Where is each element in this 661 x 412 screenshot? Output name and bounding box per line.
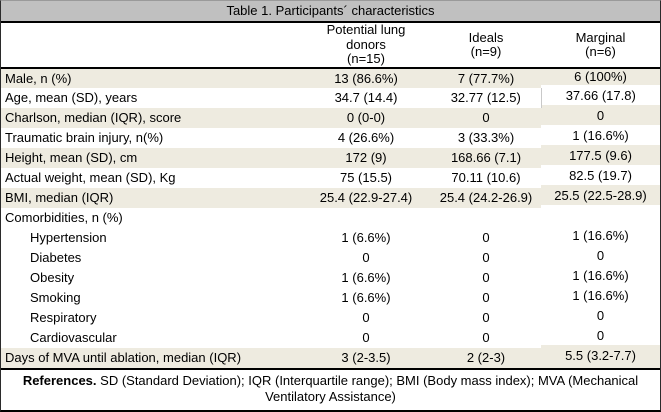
cell-value: 1 (16.6%) <box>572 228 629 243</box>
row-label: Respiratory <box>30 310 97 325</box>
cell-value: 82.5 (19.7) <box>541 168 660 188</box>
cell-value: 0 <box>482 250 490 265</box>
references-note: References. SD (Standard Deviation); IQR… <box>1 368 660 405</box>
cell-value: 6 (100%) <box>541 68 660 88</box>
row-label: Smoking <box>30 290 81 305</box>
cell-value: 0 <box>482 270 490 285</box>
table-row: Respiratory 0 0 0 <box>1 308 660 328</box>
cell-value: 0 (0-0) <box>346 110 386 125</box>
table-row: Traumatic brain injury, n(%) 4 (26.6%) 3… <box>1 128 660 148</box>
column-header-ideals: Ideals (n=9) <box>431 23 541 69</box>
cell-value: 32.77 (12.5) <box>450 90 521 105</box>
cell-value: 1 (16.6%) <box>541 128 660 148</box>
table-row: Actual weight, mean (SD), Kg 75 (15.5) 7… <box>1 168 660 188</box>
table-title: Table 1. Participants´ characteristics <box>1 1 660 23</box>
row-label: BMI, median (IQR) <box>5 190 114 205</box>
row-label: Height, mean (SD), cm <box>5 150 138 165</box>
header-row: Potential lung donors (n=15) Ideals (n=9… <box>1 23 660 69</box>
table-row: Height, mean (SD), cm 172 (9) 168.66 (7.… <box>1 148 660 168</box>
cell-value: 25.5 (22.5-28.9) <box>541 188 660 208</box>
column-header-marginal: Marginal (n=6) <box>541 23 660 69</box>
cell-value: 0 <box>541 108 660 128</box>
references-label: References. <box>22 373 97 388</box>
row-label: Comorbidities, n (%) <box>5 210 123 225</box>
table-row: Diabetes 0 0 0 <box>1 248 660 268</box>
cell-value <box>431 208 541 228</box>
table-row: Charlson, median (IQR), score 0 (0-0) 0 … <box>1 108 660 128</box>
cell-value <box>541 208 660 228</box>
cell-value: 0 <box>482 310 490 325</box>
row-label: Obesity <box>30 270 75 285</box>
table-row: Hypertension 1 (6.6%) 0 1 (16.6%) <box>1 228 660 248</box>
cell-value: 177.5 (9.6) <box>541 148 660 168</box>
cell-value: 0 <box>362 250 370 265</box>
row-label: Age, mean (SD), years <box>5 90 138 105</box>
row-label: Hypertension <box>30 230 107 245</box>
cell-value: 172 (9) <box>345 150 387 165</box>
column-header-potential-lung-donors: Potential lung donors (n=15) <box>301 23 431 69</box>
table-row: Days of MVA until ablation, median (IQR)… <box>1 348 660 368</box>
row-label: Charlson, median (IQR), score <box>5 110 182 125</box>
cell-value: 70.11 (10.6) <box>451 170 521 185</box>
cell-value: 25.4 (22.9-27.4) <box>319 190 413 205</box>
cell-value: 75 (15.5) <box>339 170 393 185</box>
cell-value: 0 <box>482 230 490 245</box>
cell-value: 4 (26.6%) <box>337 130 395 145</box>
cell-value: 0 <box>596 308 605 323</box>
table-row: Comorbidities, n (%) <box>1 208 660 228</box>
row-label: Male, n (%) <box>5 70 72 86</box>
cell-value: 1 (16.6%) <box>572 288 629 303</box>
cell-value: 5.5 (3.2-7.7) <box>565 348 636 363</box>
column-header-empty <box>1 23 301 69</box>
table-row: Smoking 1 (6.6%) 0 1 (16.6%) <box>1 288 660 308</box>
cell-value: 1 (6.6%) <box>341 270 391 285</box>
cell-value: 2 (2-3) <box>466 350 506 365</box>
cell-value: 3 (2-3.5) <box>341 350 391 365</box>
characteristics-table: Potential lung donors (n=15) Ideals (n=9… <box>1 23 660 368</box>
cell-value: 0 <box>482 290 490 305</box>
cell-value <box>301 208 431 228</box>
cell-value: 34.7 (14.4) <box>334 90 398 105</box>
cell-value: 13 (86.6%) <box>334 70 398 86</box>
table-row: BMI, median (IQR) 25.4 (22.9-27.4) 25.4 … <box>1 188 660 208</box>
table-row: Male, n (%) 13 (86.6%) 7 (77.7%) 6 (100%… <box>1 68 660 88</box>
cell-value: 0 <box>362 330 370 345</box>
row-label: Actual weight, mean (SD), Kg <box>5 170 176 185</box>
cell-value: 0 <box>482 330 490 345</box>
cell-value: 0 <box>482 110 490 125</box>
cell-value: 0 <box>596 248 605 263</box>
cell-value: 1 (6.6%) <box>341 230 391 245</box>
row-label: Traumatic brain injury, n(%) <box>5 130 164 145</box>
cell-value: 3 (33.3%) <box>457 130 515 145</box>
table-row: Age, mean (SD), years 34.7 (14.4) 32.77 … <box>1 88 660 108</box>
cell-value: 0 <box>541 328 660 348</box>
row-label: Diabetes <box>30 250 82 265</box>
cell-value: 7 (77.7%) <box>457 70 515 86</box>
table-row: Obesity 1 (6.6%) 0 1 (16.6%) <box>1 268 660 288</box>
row-label: Cardiovascular <box>30 330 117 345</box>
row-label: Days of MVA until ablation, median (IQR) <box>5 350 242 365</box>
cell-value: 1 (16.6%) <box>572 268 629 283</box>
cell-value: 1 (6.6%) <box>341 290 391 305</box>
cell-value: 25.4 (24.2-26.9) <box>439 190 533 205</box>
references-text: SD (Standard Deviation); IQR (Interquart… <box>100 373 639 404</box>
cell-value: 168.66 (7.1) <box>450 150 522 165</box>
cell-value: 37.66 (17.8) <box>540 88 660 108</box>
table-row: Cardiovascular 0 0 0 <box>1 328 660 348</box>
cell-value: 0 <box>362 310 370 325</box>
